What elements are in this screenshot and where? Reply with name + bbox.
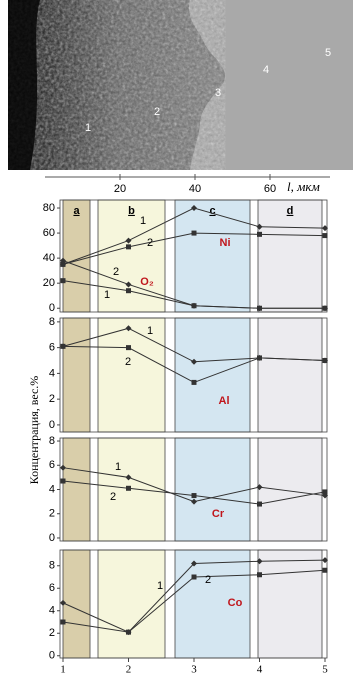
data-point bbox=[192, 575, 197, 580]
x-tick-label: 4 bbox=[257, 664, 263, 676]
y-tick-label: 0 bbox=[49, 419, 55, 431]
data-point bbox=[61, 479, 66, 484]
zone bbox=[175, 438, 250, 541]
zone bbox=[98, 438, 165, 541]
length-tick-label: 40 bbox=[189, 183, 201, 195]
element-label: O₂ bbox=[140, 276, 154, 288]
length-tick-label: 60 bbox=[264, 183, 276, 195]
micrograph-label: 3 bbox=[215, 87, 221, 99]
y-tick-label: 8 bbox=[49, 560, 55, 572]
zone bbox=[63, 438, 90, 541]
zone bbox=[258, 438, 322, 541]
data-point bbox=[192, 493, 197, 498]
y-tick-label: 6 bbox=[49, 342, 55, 354]
micrograph-label: 2 bbox=[154, 106, 160, 118]
data-point bbox=[257, 502, 262, 507]
data-point bbox=[257, 572, 262, 577]
series-label: 2 bbox=[110, 491, 116, 503]
data-point bbox=[323, 358, 328, 363]
data-point bbox=[126, 345, 131, 350]
series-label: 1 bbox=[147, 325, 153, 337]
element-label: Al bbox=[219, 395, 230, 407]
data-point bbox=[192, 231, 197, 236]
micrograph-label: 1 bbox=[85, 122, 91, 134]
y-axis-label: Концентрация, вес.% bbox=[27, 376, 41, 485]
y-tick-label: 2 bbox=[49, 508, 55, 520]
y-tick-label: 0 bbox=[49, 532, 55, 544]
data-point bbox=[257, 232, 262, 237]
y-tick-label: 40 bbox=[43, 252, 55, 264]
data-point bbox=[257, 355, 262, 360]
data-point bbox=[323, 568, 328, 573]
y-tick-label: 0 bbox=[49, 650, 55, 662]
data-point bbox=[61, 620, 66, 625]
element-label: Cr bbox=[212, 508, 225, 520]
y-tick-label: 6 bbox=[49, 459, 55, 471]
zone-label: b bbox=[128, 205, 135, 217]
y-tick-label: 2 bbox=[49, 627, 55, 639]
y-tick-label: 20 bbox=[43, 277, 55, 289]
zone bbox=[258, 318, 322, 432]
data-point bbox=[126, 630, 131, 635]
y-tick-label: 4 bbox=[49, 483, 55, 495]
micrograph-label: 4 bbox=[263, 64, 269, 76]
x-tick-label: 5 bbox=[322, 664, 328, 676]
data-point bbox=[323, 489, 328, 494]
series-label: 1 bbox=[115, 461, 121, 473]
series-label: 1 bbox=[140, 215, 146, 227]
data-point bbox=[323, 233, 328, 238]
data-point bbox=[61, 344, 66, 349]
x-tick-label: 2 bbox=[126, 664, 132, 676]
zone-label: c bbox=[209, 205, 215, 217]
zone bbox=[98, 318, 165, 432]
x-tick-label: 1 bbox=[60, 664, 66, 676]
y-tick-label: 80 bbox=[43, 202, 55, 214]
figure: Концентрация, вес.% 12345204060l, мкмabc… bbox=[0, 0, 358, 679]
data-point bbox=[126, 244, 131, 249]
element-label: Ni bbox=[220, 237, 231, 249]
y-tick-label: 60 bbox=[43, 227, 55, 239]
x-tick-label: 3 bbox=[191, 664, 197, 676]
length-tick-label: 20 bbox=[114, 183, 126, 195]
data-point bbox=[126, 288, 131, 293]
series-label: 1 bbox=[104, 289, 110, 301]
zone-label: d bbox=[287, 205, 294, 217]
zone bbox=[258, 550, 322, 658]
series-label: 2 bbox=[147, 237, 153, 249]
data-point bbox=[192, 380, 197, 385]
series-label: 2 bbox=[113, 266, 119, 278]
data-point bbox=[61, 278, 66, 283]
series-label: 2 bbox=[205, 574, 211, 586]
y-tick-label: 6 bbox=[49, 582, 55, 594]
zone bbox=[63, 318, 90, 432]
zone bbox=[63, 550, 90, 658]
y-tick-label: 8 bbox=[49, 435, 55, 447]
y-tick-label: 2 bbox=[49, 393, 55, 405]
data-point bbox=[323, 306, 328, 311]
y-tick-label: 4 bbox=[49, 605, 55, 617]
micrograph bbox=[8, 0, 353, 170]
y-tick-label: 0 bbox=[49, 302, 55, 314]
data-point bbox=[192, 303, 197, 308]
micrograph-label: 5 bbox=[325, 47, 331, 59]
series-label: 2 bbox=[125, 356, 131, 368]
series-label: 1 bbox=[157, 580, 163, 592]
data-point bbox=[126, 486, 131, 491]
data-point bbox=[257, 306, 262, 311]
length-axis-label: l, мкм bbox=[287, 179, 320, 194]
y-tick-label: 4 bbox=[49, 367, 55, 379]
y-tick-label: 8 bbox=[49, 316, 55, 328]
element-label: Co bbox=[228, 597, 243, 609]
zone-label: a bbox=[73, 205, 80, 217]
